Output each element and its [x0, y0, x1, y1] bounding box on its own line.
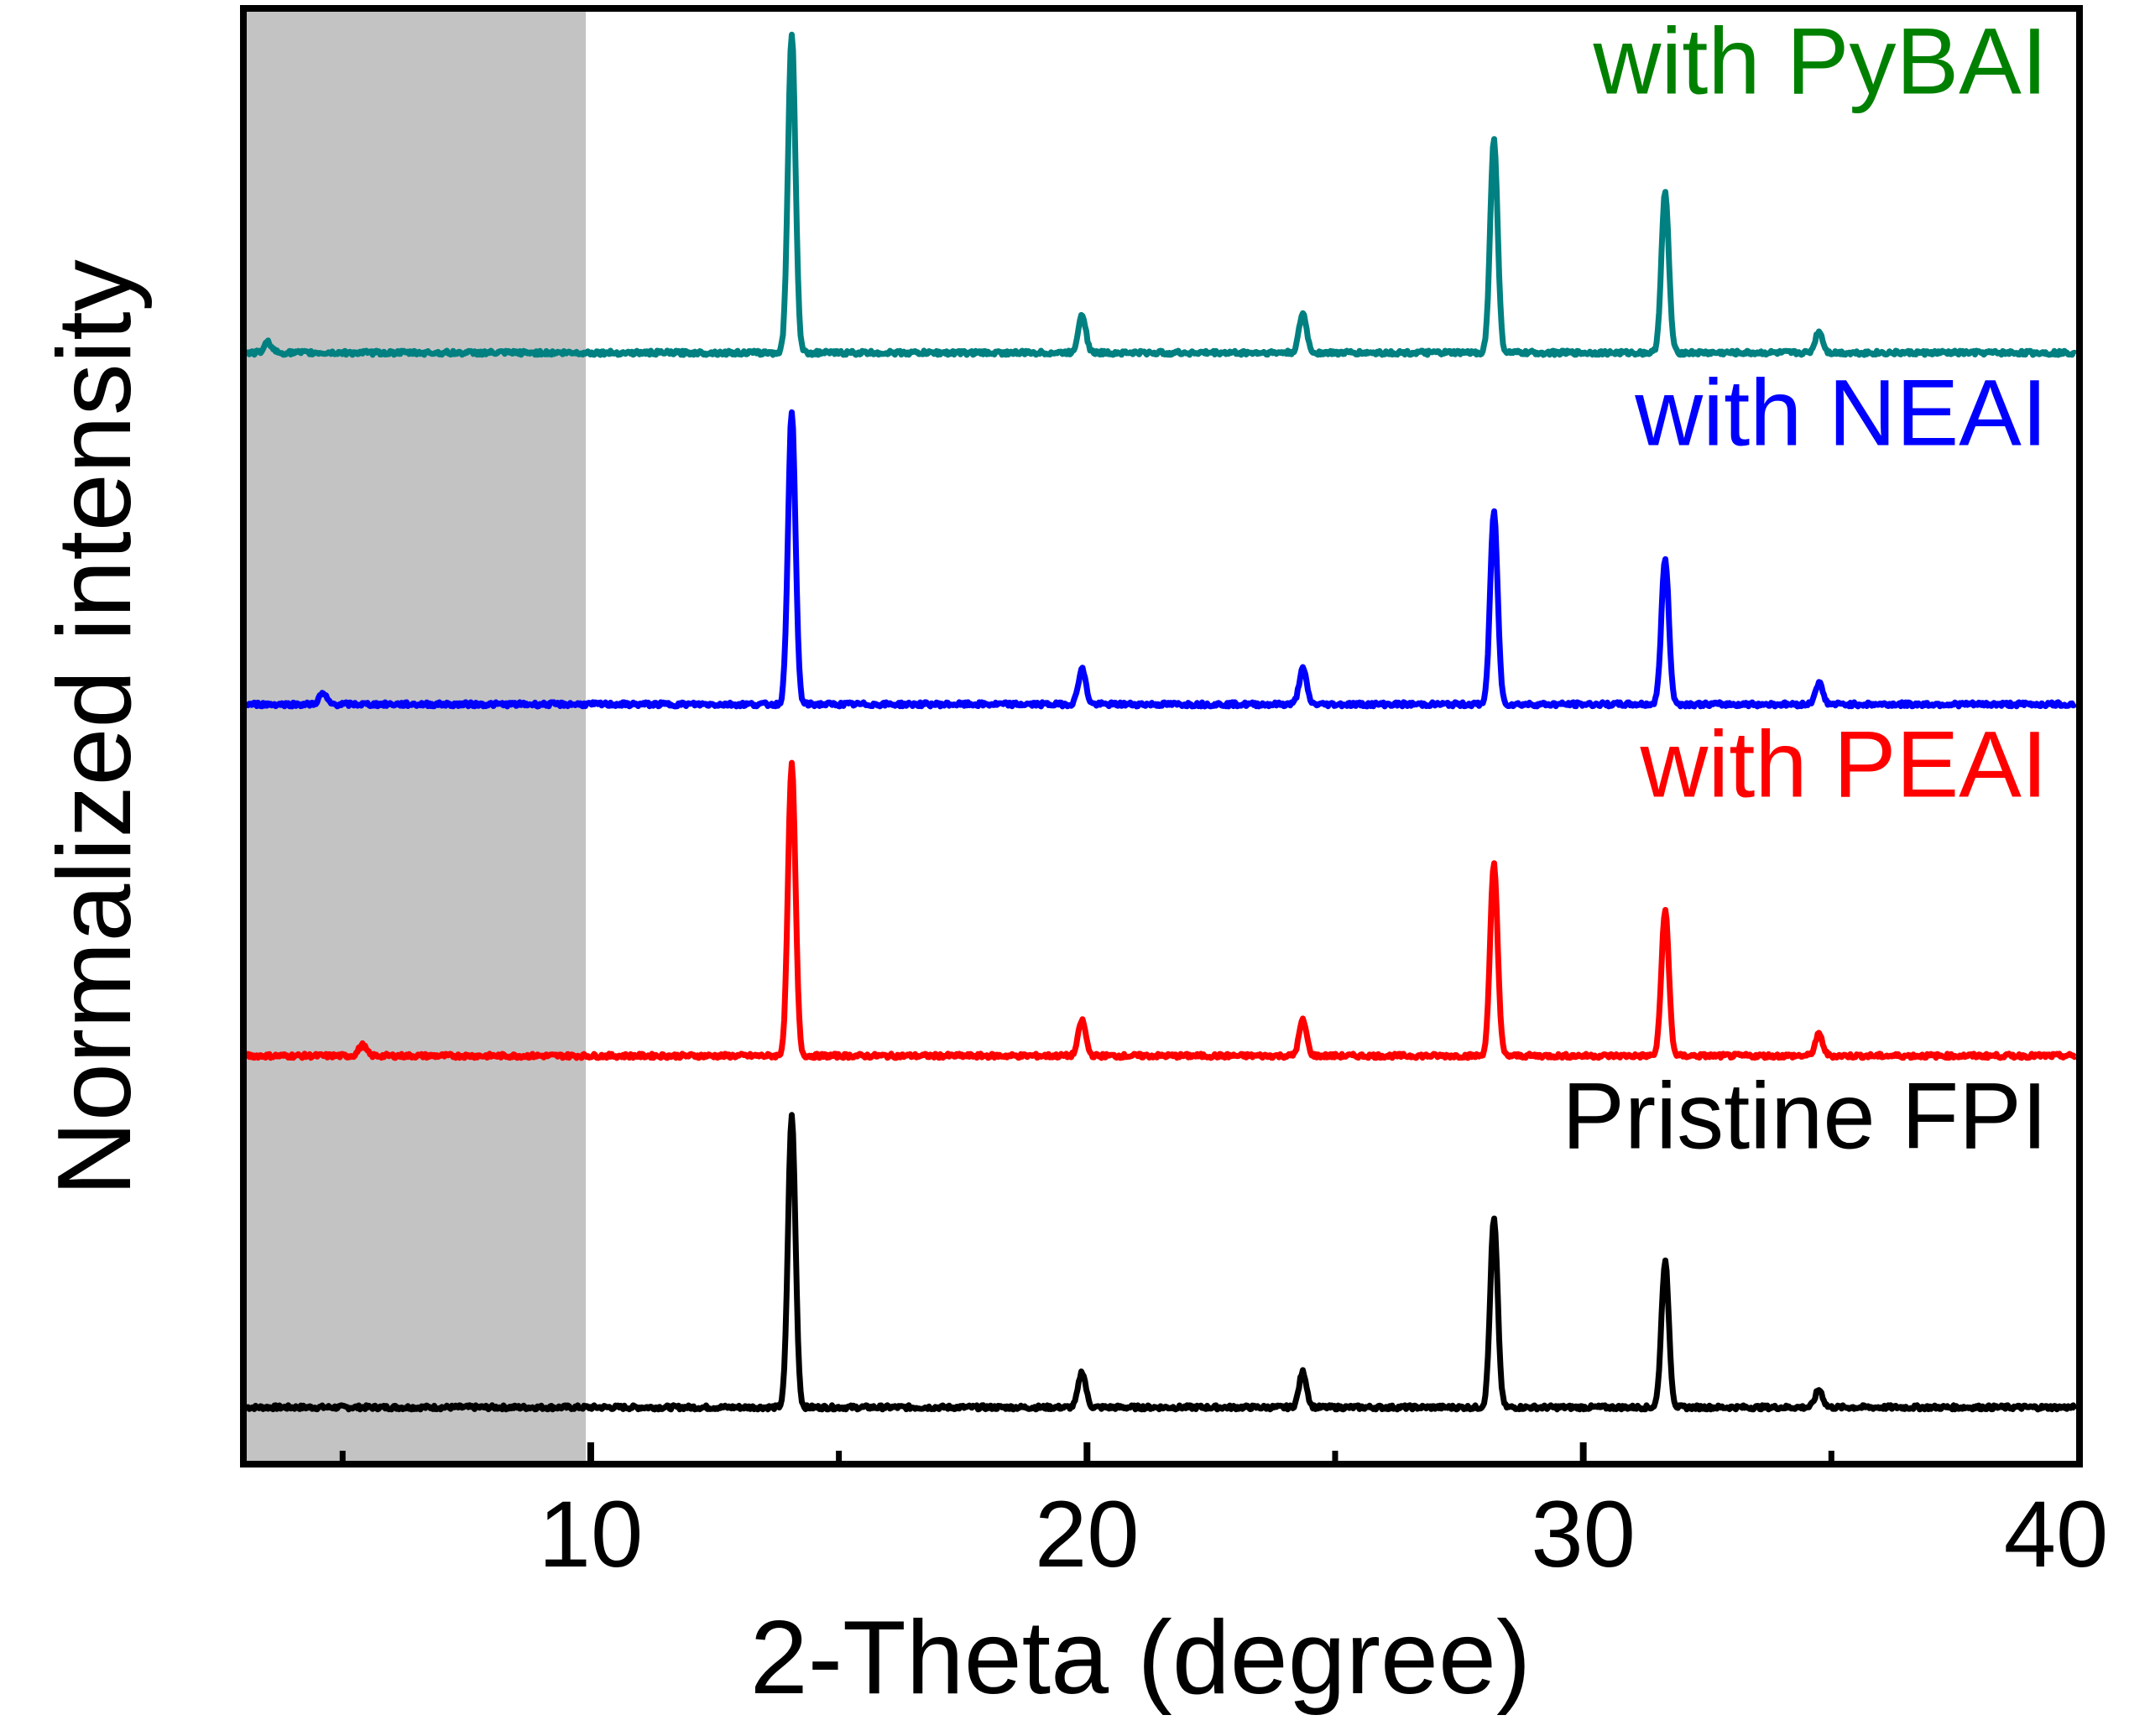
series-label-3: with PyBAI — [1592, 9, 2048, 114]
x-ticks: 10 20 30 40 — [339, 1442, 2109, 1587]
series-line-0 — [245, 1112, 2079, 1413]
x-tick-label: 40 — [2004, 1482, 2109, 1587]
shaded-region — [243, 8, 587, 1464]
series-line-2 — [244, 409, 2078, 710]
plot-frame — [240, 5, 2083, 1468]
series-label-2: with NEAI — [1634, 361, 2048, 466]
series-label-0: Pristine FPI — [1562, 1063, 2048, 1168]
x-tick-label: 20 — [1035, 1482, 1140, 1587]
x-tick-label: 10 — [539, 1482, 644, 1587]
series-labels: Pristine FPI with PEAI with NEAI with PyBAI — [1562, 9, 2048, 1169]
series-layer — [244, 31, 2079, 1413]
series-line-1 — [245, 759, 2078, 1061]
series-label-1: with PEAI — [1639, 712, 2048, 816]
x-tick-label: 30 — [1531, 1482, 1636, 1587]
x-axis-label: 2-Theta (degree) — [750, 1600, 1531, 1716]
y-axis-label: Normalized intensity — [37, 259, 153, 1196]
series-line-3 — [244, 31, 2078, 358]
